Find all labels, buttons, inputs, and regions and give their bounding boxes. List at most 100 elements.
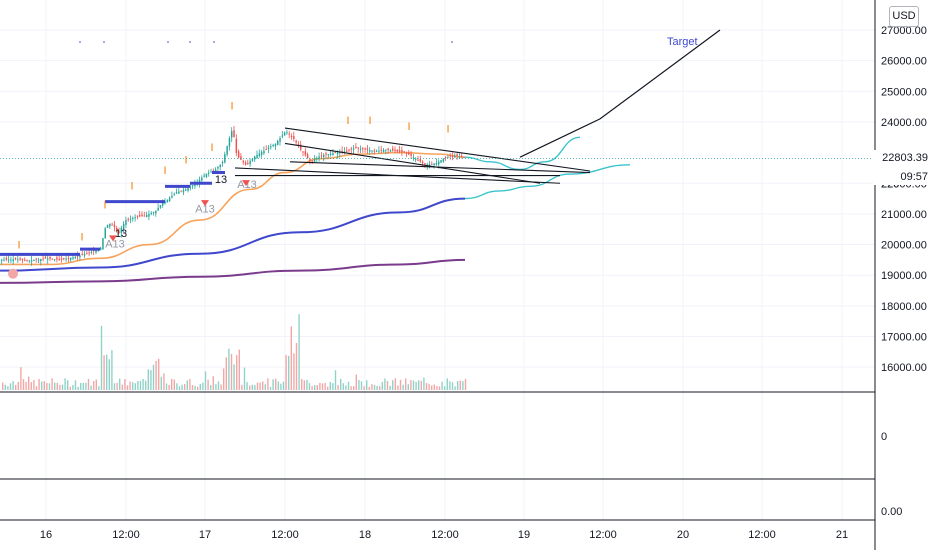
- volume-bar: [181, 384, 183, 390]
- volume-bar: [368, 386, 370, 390]
- candle-body: [143, 215, 146, 217]
- price-tick-label: 18000.00: [881, 301, 927, 313]
- volume-bar: [113, 383, 116, 390]
- signal-circle-icon: [8, 268, 18, 279]
- candle-body: [272, 144, 274, 146]
- last-price-label: 22803.39 09:57: [873, 150, 932, 185]
- volume-bar: [407, 384, 409, 390]
- candle-body: [1, 259, 3, 261]
- candle-body: [99, 247, 102, 250]
- volume-bar: [259, 382, 261, 390]
- candle-body: [263, 150, 265, 154]
- candle-body: [387, 148, 389, 150]
- candle-body: [35, 258, 37, 260]
- candle-body: [132, 217, 134, 219]
- candle-body: [116, 227, 118, 230]
- volume-bar: [137, 381, 139, 390]
- volume-bar: [446, 378, 448, 390]
- candle-body: [380, 149, 382, 151]
- volume-bar: [228, 348, 230, 390]
- volume-bar: [410, 380, 412, 390]
- volume-bar: [207, 379, 209, 390]
- candle-body: [231, 131, 233, 138]
- candle-body: [398, 150, 401, 152]
- volume-bar: [381, 381, 383, 390]
- candle-body: [346, 150, 348, 152]
- candle-body: [76, 255, 79, 257]
- volume-bar: [394, 378, 396, 390]
- volume-bar: [306, 379, 308, 390]
- volume-bar: [363, 386, 365, 390]
- candle-body: [88, 252, 90, 254]
- candle-body: [336, 152, 339, 155]
- candle-body: [79, 255, 81, 258]
- indicator-panes: 00.00: [0, 391, 902, 518]
- volume-bar: [262, 381, 264, 390]
- volume-bar: [132, 382, 134, 390]
- projection-cyan-2: [464, 164, 631, 200]
- candle-body: [456, 154, 458, 156]
- volume-bar: [87, 378, 90, 390]
- volume-bar: [171, 378, 173, 390]
- candle-body: [392, 148, 394, 151]
- candle-body: [182, 190, 185, 193]
- volume-bar: [311, 386, 313, 390]
- candle-body: [237, 151, 240, 158]
- volume-bar: [293, 353, 295, 390]
- candle-body: [37, 259, 40, 261]
- volume-bar: [15, 384, 17, 390]
- time-tick-label: 12:00: [589, 529, 617, 541]
- volume-bar: [173, 379, 175, 390]
- time-axis: 16 12:00 17 12:00 18 12:00 19 12:00 20 12:00 21: [0, 519, 875, 541]
- candle-body: [304, 151, 307, 156]
- volume-bar: [342, 383, 344, 390]
- volume-bar: [332, 383, 334, 390]
- currency-badge[interactable]: USD: [889, 6, 919, 27]
- trendline: [284, 142, 541, 184]
- volume-bar: [415, 381, 417, 390]
- volume-bar: [254, 385, 256, 390]
- price-tick-label: 20000.00: [881, 240, 927, 252]
- candle-body: [162, 203, 164, 206]
- td-aggressive-label: A13: [237, 179, 257, 191]
- candle-body: [260, 152, 263, 155]
- volume-bar: [360, 381, 363, 390]
- candle-body: [451, 155, 454, 157]
- candle-body: [148, 213, 150, 217]
- candle-body: [419, 158, 422, 162]
- volume-bar: [358, 380, 360, 390]
- candle-body: [191, 185, 194, 187]
- volume-bar: [246, 382, 248, 390]
- volume-bar: [441, 381, 443, 390]
- volume-bar: [121, 384, 123, 390]
- volume-bar: [449, 381, 451, 390]
- candle-body: [21, 258, 24, 260]
- volume-bar: [7, 386, 9, 390]
- candle-body: [83, 254, 86, 256]
- volume-bar: [371, 384, 373, 390]
- candle-body: [56, 257, 58, 260]
- candle-body: [70, 257, 72, 260]
- candle-body: [415, 158, 417, 160]
- volume-bar: [444, 386, 446, 390]
- candle-body: [350, 148, 353, 150]
- setup-marker: I: [230, 101, 233, 113]
- candle-body: [168, 197, 171, 202]
- candle-body: [359, 148, 362, 150]
- candle-body: [433, 163, 435, 166]
- volume-bar: [80, 383, 82, 390]
- volume-bar: [230, 353, 233, 390]
- candle-body: [258, 153, 261, 156]
- candle-body: [30, 260, 33, 262]
- volume-bar: [4, 384, 6, 390]
- candle-body: [281, 135, 284, 137]
- volume-bar: [77, 386, 79, 390]
- volume-bar: [25, 382, 27, 390]
- candle-body: [244, 162, 247, 165]
- candle-body: [120, 227, 123, 233]
- volume-bar: [59, 384, 61, 390]
- candle-body: [290, 135, 293, 137]
- setup-marker: I: [407, 121, 410, 133]
